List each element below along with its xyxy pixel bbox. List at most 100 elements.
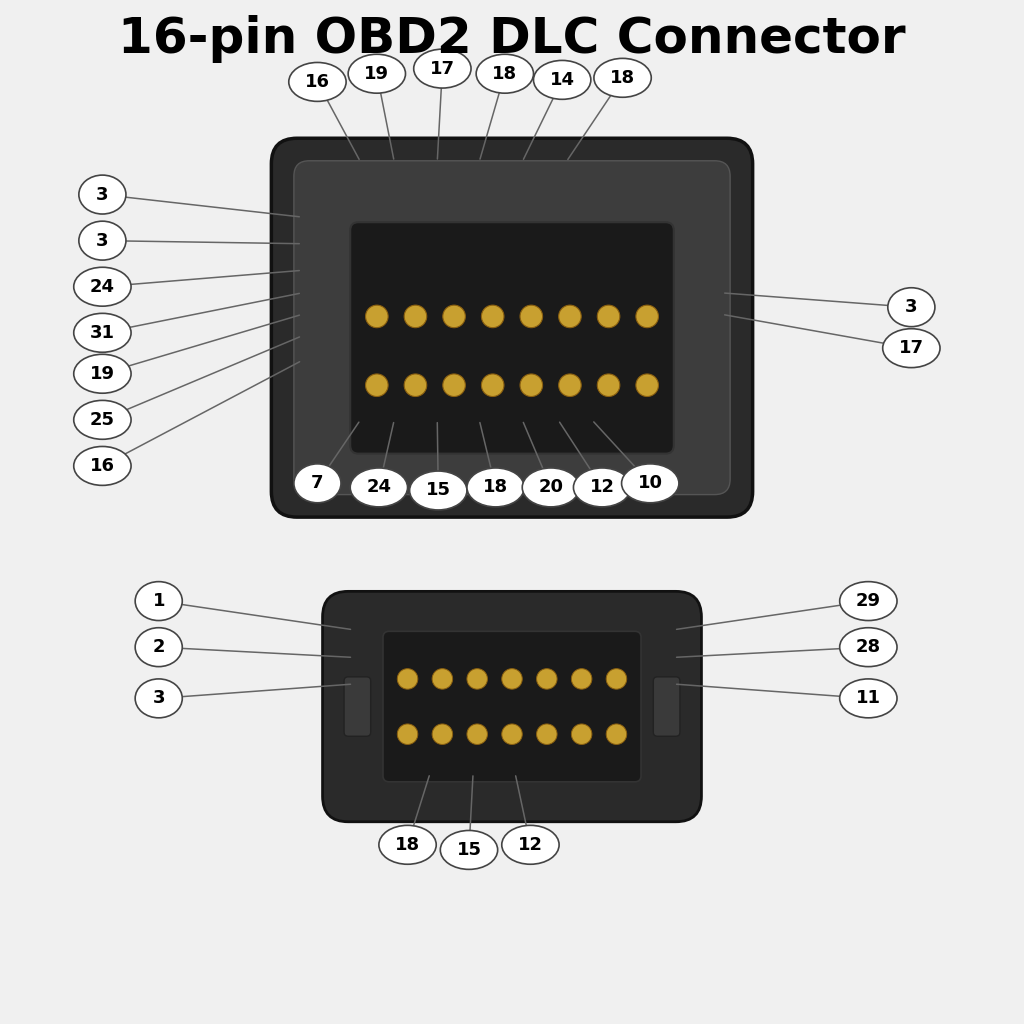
Text: 3: 3 [96, 185, 109, 204]
Circle shape [366, 305, 388, 328]
Ellipse shape [534, 60, 591, 99]
Circle shape [571, 669, 592, 689]
Text: 18: 18 [395, 836, 420, 854]
Text: 17: 17 [899, 339, 924, 357]
Circle shape [432, 669, 453, 689]
Circle shape [537, 669, 557, 689]
Text: 18: 18 [610, 69, 635, 87]
Text: 11: 11 [856, 689, 881, 708]
Circle shape [502, 724, 522, 744]
Text: 29: 29 [856, 592, 881, 610]
FancyBboxPatch shape [653, 677, 680, 736]
Ellipse shape [74, 267, 131, 306]
Circle shape [636, 305, 658, 328]
Ellipse shape [883, 329, 940, 368]
Text: 10: 10 [638, 474, 663, 493]
Circle shape [559, 305, 582, 328]
Text: 1: 1 [153, 592, 165, 610]
Circle shape [606, 724, 627, 744]
Circle shape [442, 374, 465, 396]
Circle shape [432, 724, 453, 744]
Ellipse shape [294, 464, 341, 503]
Text: 20: 20 [539, 478, 563, 497]
Ellipse shape [79, 221, 126, 260]
Ellipse shape [440, 830, 498, 869]
Text: 18: 18 [483, 478, 508, 497]
Ellipse shape [135, 628, 182, 667]
FancyBboxPatch shape [271, 138, 753, 517]
FancyBboxPatch shape [323, 592, 701, 821]
Ellipse shape [573, 468, 631, 507]
Circle shape [502, 669, 522, 689]
Ellipse shape [135, 582, 182, 621]
Text: 15: 15 [457, 841, 481, 859]
Text: 3: 3 [96, 231, 109, 250]
Text: 3: 3 [153, 689, 165, 708]
Circle shape [366, 374, 388, 396]
Ellipse shape [594, 58, 651, 97]
Ellipse shape [350, 468, 408, 507]
Text: 28: 28 [856, 638, 881, 656]
Ellipse shape [74, 400, 131, 439]
Ellipse shape [74, 313, 131, 352]
Circle shape [481, 374, 504, 396]
Ellipse shape [74, 354, 131, 393]
Text: 31: 31 [90, 324, 115, 342]
Text: 16: 16 [90, 457, 115, 475]
Ellipse shape [379, 825, 436, 864]
Circle shape [636, 374, 658, 396]
Text: 19: 19 [90, 365, 115, 383]
Ellipse shape [502, 825, 559, 864]
Text: 18: 18 [493, 65, 517, 83]
Ellipse shape [840, 628, 897, 667]
Ellipse shape [348, 54, 406, 93]
Text: 2: 2 [153, 638, 165, 656]
Circle shape [597, 305, 620, 328]
Circle shape [559, 374, 582, 396]
Text: 12: 12 [590, 478, 614, 497]
FancyBboxPatch shape [383, 631, 641, 782]
Ellipse shape [289, 62, 346, 101]
Circle shape [571, 724, 592, 744]
Text: 24: 24 [367, 478, 391, 497]
Ellipse shape [840, 582, 897, 621]
FancyBboxPatch shape [350, 222, 674, 454]
Text: 16-pin OBD2 DLC Connector: 16-pin OBD2 DLC Connector [118, 15, 906, 62]
Text: 25: 25 [90, 411, 115, 429]
FancyBboxPatch shape [344, 677, 371, 736]
Ellipse shape [522, 468, 580, 507]
Circle shape [397, 669, 418, 689]
Text: 19: 19 [365, 65, 389, 83]
Circle shape [397, 724, 418, 744]
Text: 17: 17 [430, 59, 455, 78]
Circle shape [404, 305, 427, 328]
Ellipse shape [467, 468, 524, 507]
Ellipse shape [840, 679, 897, 718]
Ellipse shape [135, 679, 182, 718]
Text: 7: 7 [311, 474, 324, 493]
Ellipse shape [476, 54, 534, 93]
Text: 14: 14 [550, 71, 574, 89]
Ellipse shape [414, 49, 471, 88]
Circle shape [467, 669, 487, 689]
Circle shape [467, 724, 487, 744]
Ellipse shape [888, 288, 935, 327]
Ellipse shape [74, 446, 131, 485]
Circle shape [520, 374, 543, 396]
Circle shape [520, 305, 543, 328]
Text: 16: 16 [305, 73, 330, 91]
Ellipse shape [79, 175, 126, 214]
Text: 15: 15 [426, 481, 451, 500]
Circle shape [597, 374, 620, 396]
Ellipse shape [410, 471, 467, 510]
Circle shape [481, 305, 504, 328]
Text: 24: 24 [90, 278, 115, 296]
Circle shape [404, 374, 427, 396]
Ellipse shape [622, 464, 679, 503]
FancyBboxPatch shape [294, 161, 730, 495]
Circle shape [442, 305, 465, 328]
Circle shape [537, 724, 557, 744]
Text: 12: 12 [518, 836, 543, 854]
Circle shape [606, 669, 627, 689]
Text: 3: 3 [905, 298, 918, 316]
